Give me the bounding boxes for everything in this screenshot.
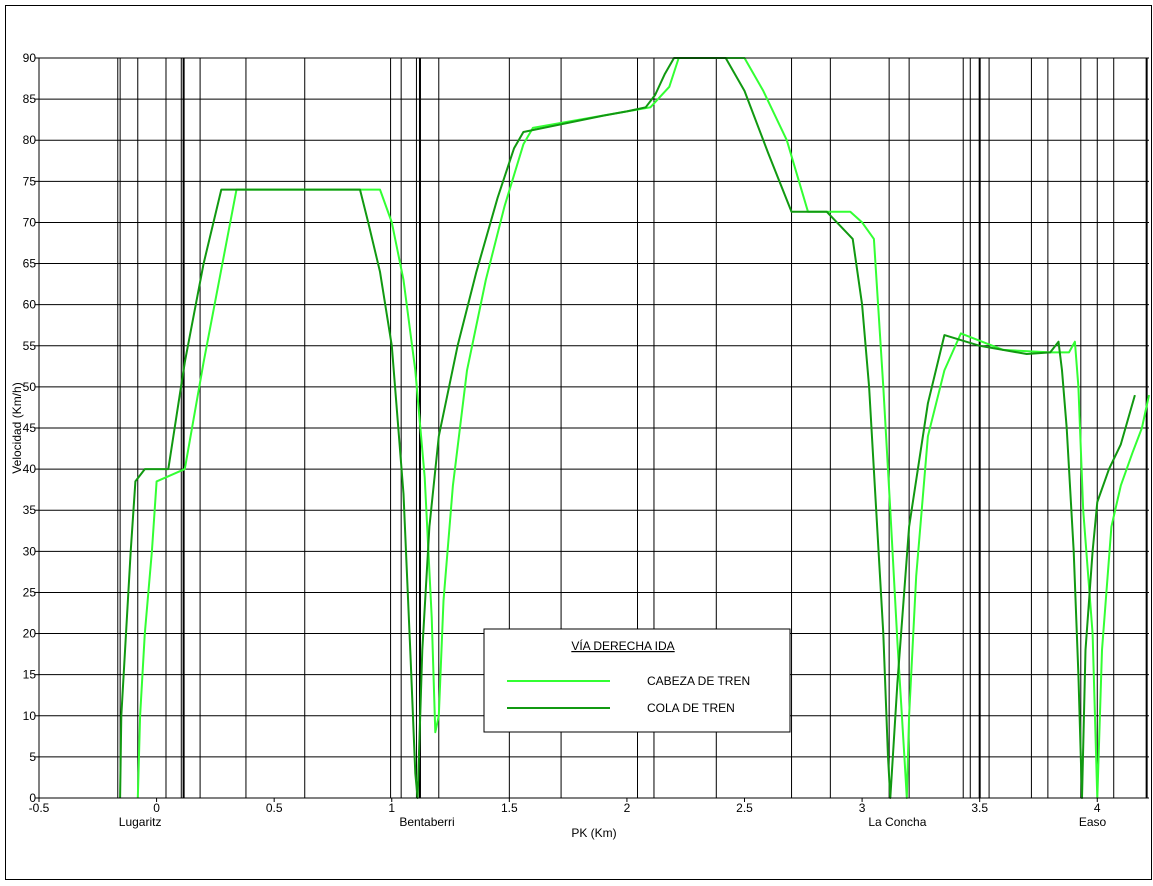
x-tick-label: 0.5 — [266, 801, 283, 815]
y-tick-label: 55 — [23, 339, 37, 353]
y-tick-label: 30 — [23, 544, 37, 558]
y-tick-label: 20 — [23, 627, 37, 641]
y-tick-label: 35 — [23, 503, 37, 517]
legend-label-cola: COLA DE TREN — [647, 701, 735, 715]
y-tick-label: 15 — [23, 668, 37, 682]
y-tick-label: 5 — [29, 750, 36, 764]
x-tick-label: 3.5 — [971, 801, 988, 815]
station-label: Easo — [1079, 815, 1107, 829]
x-tick-label: 3 — [859, 801, 866, 815]
station-marker-lines — [117, 58, 1148, 798]
outer-border — [5, 5, 1152, 880]
x-tick-label: 1 — [388, 801, 395, 815]
station-label: La Concha — [868, 815, 926, 829]
y-axis-title: Velocidad (Km/h) — [10, 382, 24, 473]
y-tick-label: 45 — [23, 421, 37, 435]
y-tick-labels: 0 5 10 15 20 25 30 35 40 45 50 55 60 65 70 75 80 85 90 — [23, 51, 39, 805]
x-tick-label: -0.5 — [29, 801, 50, 815]
x-tick-label: 2 — [624, 801, 631, 815]
x-axis-title: PK (Km) — [571, 826, 616, 840]
y-tick-label: 25 — [23, 585, 37, 599]
station-label: Lugaritz — [119, 815, 162, 829]
y-tick-label: 40 — [23, 462, 37, 476]
legend-label-cabeza: CABEZA DE TREN — [647, 674, 750, 688]
legend: VÍA DERECHA IDA CABEZA DE TREN COLA DE T… — [483, 628, 791, 733]
x-tick-label: 2.5 — [736, 801, 753, 815]
y-tick-label: 90 — [23, 51, 37, 65]
series-line-cabeza — [136, 57, 1150, 799]
y-tick-label: 60 — [23, 298, 37, 312]
horizontal-grid — [39, 98, 1149, 758]
y-tick-label: 80 — [23, 133, 37, 147]
y-tick-label: 0 — [29, 791, 36, 805]
y-tick-label: 65 — [23, 257, 37, 271]
y-tick-label: 85 — [23, 92, 37, 106]
station-label: Bentaberri — [399, 815, 454, 829]
legend-title: VÍA DERECHA IDA — [571, 638, 674, 653]
y-tick-label: 50 — [23, 380, 37, 394]
y-tick-label: 10 — [23, 709, 37, 723]
x-tick-label: 1.5 — [501, 801, 518, 815]
x-tick-label: 0 — [153, 801, 160, 815]
y-tick-label: 75 — [23, 174, 37, 188]
x-tick-labels: -0.5 0 0.5 1 1.5 2 2.5 3 3.5 4 — [29, 798, 1101, 815]
y-tick-label: 70 — [23, 215, 37, 229]
x-tick-label: 4 — [1094, 801, 1101, 815]
station-labels: Lugaritz Bentaberri La Concha Easo — [119, 815, 1107, 829]
